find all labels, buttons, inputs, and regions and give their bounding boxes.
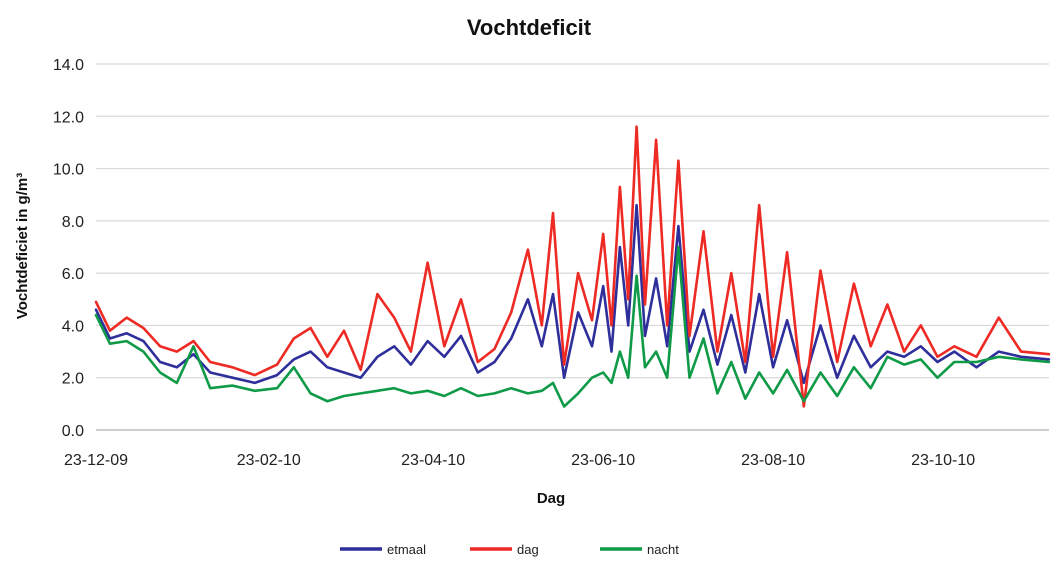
legend-label-etmaal: etmaal [387,542,426,557]
y-tick-label: 8.0 [62,214,84,231]
y-tick-label: 10.0 [53,162,84,179]
x-tick-label: 23-08-10 [741,452,805,469]
y-tick-label: 14.0 [53,57,84,74]
x-tick-label: 23-02-10 [237,452,301,469]
y-tick-label: 12.0 [53,109,84,126]
series-line-etmaal [94,203,1051,385]
gridlines [96,63,1049,431]
legend-label-dag: dag [517,542,539,557]
legend-label-nacht: nacht [647,542,679,557]
chart-title: Vochtdeficit [467,15,592,40]
y-tick-label: 0.0 [62,423,84,440]
y-axis-ticks: 0.0 2.0 4.0 6.0 8.0 10.0 12.0 14.0 [53,57,84,440]
x-tick-label: 23-06-10 [571,452,635,469]
x-axis-ticks: 23-12-09 23-02-10 23-04-10 23-06-10 23-08-10… [64,452,975,469]
series-lines [94,125,1051,408]
x-axis-title: Dag [537,490,565,507]
x-tick-label: 23-12-09 [64,452,128,469]
y-tick-label: 6.0 [62,266,84,283]
series-line-nacht [94,245,1051,408]
series-line-dag [94,125,1051,408]
y-axis-title: Vochtdeficiet in g/m³ [14,173,31,319]
legend: etmaal dag nacht [340,542,679,557]
y-tick-label: 4.0 [62,318,84,335]
x-tick-label: 23-10-10 [911,452,975,469]
y-tick-label: 2.0 [62,371,84,388]
x-tick-label: 23-04-10 [401,452,465,469]
